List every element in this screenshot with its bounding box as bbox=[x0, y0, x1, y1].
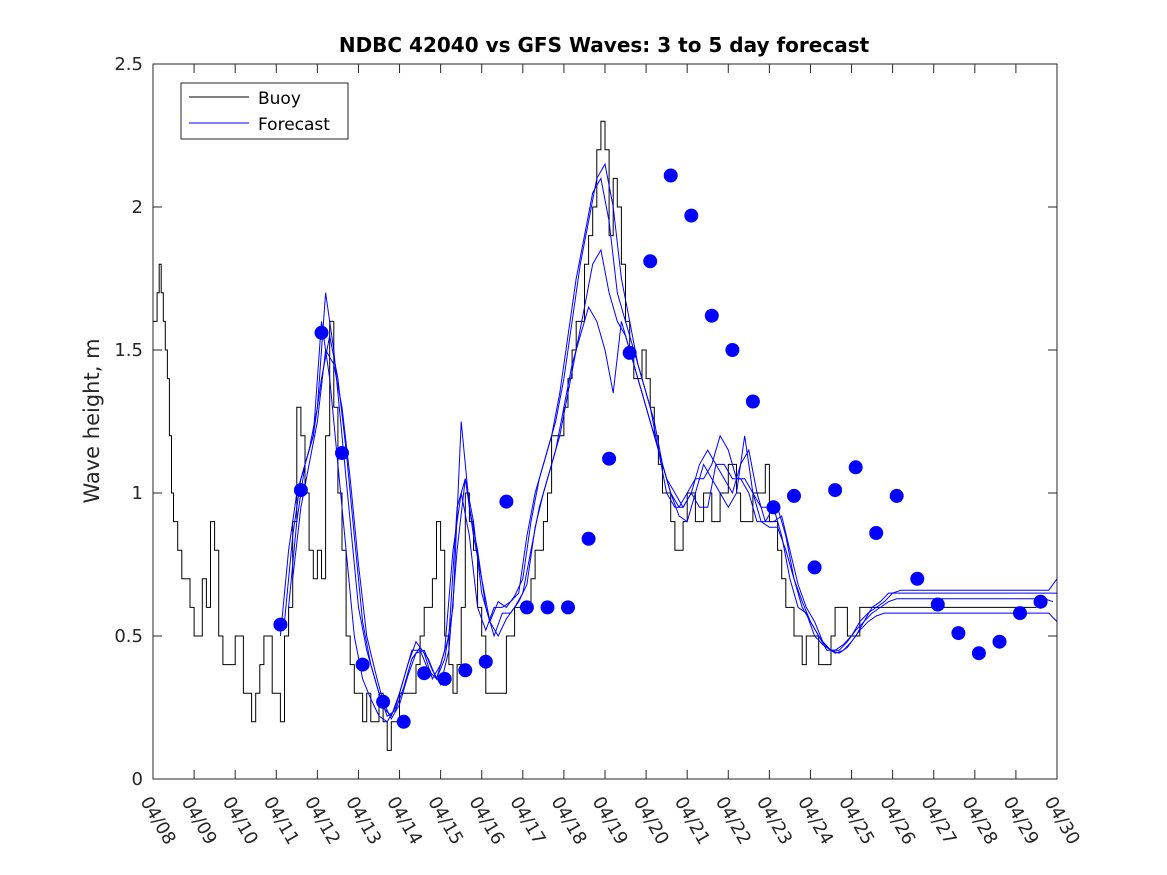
forecast-markers bbox=[273, 168, 1048, 729]
y-tick-label: 0.5 bbox=[114, 626, 143, 647]
forecast-point bbox=[314, 325, 329, 340]
y-tick-label: 2 bbox=[132, 197, 143, 218]
forecast-point bbox=[766, 500, 781, 515]
forecast-point bbox=[992, 634, 1007, 649]
forecast-point bbox=[787, 488, 801, 503]
forecast-point bbox=[396, 714, 411, 729]
forecast-point bbox=[1013, 606, 1027, 621]
forecast-point bbox=[1033, 594, 1048, 609]
forecast-point bbox=[643, 254, 658, 269]
forecast-point bbox=[519, 600, 534, 615]
forecast-point bbox=[848, 460, 863, 475]
forecast-point bbox=[273, 617, 288, 632]
forecast-point bbox=[376, 694, 391, 709]
plot-area: 00.511.522.5 04/0804/0904/1004/1104/1204… bbox=[114, 54, 1083, 848]
forecast-point bbox=[745, 394, 760, 409]
forecast-point bbox=[355, 657, 370, 672]
forecast-point bbox=[622, 345, 637, 360]
forecast-point bbox=[869, 526, 884, 540]
series-lines bbox=[153, 120, 1058, 751]
forecast-point bbox=[437, 671, 452, 686]
forecast-point bbox=[930, 597, 945, 612]
forecast-point bbox=[910, 571, 925, 586]
legend-box bbox=[180, 82, 349, 140]
legend: Buoy Forecast bbox=[180, 82, 349, 140]
series-forecast-line-4 bbox=[292, 305, 1058, 720]
forecast-point bbox=[458, 663, 473, 678]
axes-box bbox=[152, 63, 1058, 780]
forecast-point bbox=[663, 168, 678, 183]
forecast-point bbox=[807, 560, 822, 575]
legend-buoy-label: Buoy bbox=[258, 89, 301, 109]
forecast-point bbox=[704, 308, 719, 323]
y-axis: 0 0.5 1 1.5 2 2.5 bbox=[114, 54, 1057, 790]
forecast-point bbox=[602, 451, 617, 466]
legend-forecast-label: Forecast bbox=[258, 115, 330, 135]
forecast-point bbox=[581, 531, 596, 546]
forecast-point bbox=[335, 446, 349, 460]
forecast-point bbox=[971, 646, 986, 661]
forecast-point bbox=[540, 600, 555, 615]
forecast-point bbox=[828, 483, 843, 498]
chart-title: NDBC 42040 vs GFS Waves: 3 to 5 day fore… bbox=[339, 33, 870, 57]
series-buoy-line bbox=[153, 120, 1037, 751]
forecast-point bbox=[478, 654, 493, 669]
forecast-point bbox=[725, 343, 740, 357]
y-axis-label: Wave height, m bbox=[80, 338, 104, 503]
y-tick-label: 1 bbox=[132, 483, 143, 504]
y-tick-label: 0 bbox=[132, 769, 143, 790]
forecast-point bbox=[684, 208, 699, 223]
forecast-point bbox=[889, 488, 904, 503]
forecast-point bbox=[417, 666, 432, 681]
y-tick-label: 2.5 bbox=[114, 54, 143, 75]
forecast-point bbox=[499, 494, 514, 509]
y-tick-label: 1.5 bbox=[114, 340, 143, 361]
forecast-point bbox=[951, 626, 966, 641]
forecast-point bbox=[561, 600, 575, 615]
forecast-point bbox=[293, 483, 308, 498]
